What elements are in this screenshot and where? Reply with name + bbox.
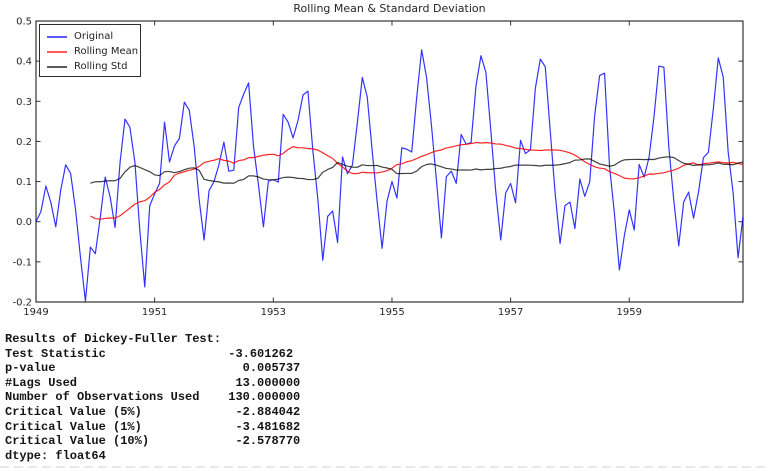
y-axis-tick-label: 0.4 bbox=[16, 57, 32, 68]
rolling-stats-chart: 1949 1951 1953 1955 1957 1959 -0.2 -0.1 0.0 0.1 0.… bbox=[12, 17, 744, 318]
y-axis-tick-label: 0.3 bbox=[16, 97, 32, 108]
original-line-swatch bbox=[47, 35, 67, 38]
x-axis-tick-label: 1949 bbox=[23, 307, 48, 318]
x-axis-tick-label: 1951 bbox=[142, 307, 167, 318]
chart-title: Rolling Mean & Standard Deviation bbox=[293, 2, 486, 15]
legend-item-original: Original bbox=[40, 29, 140, 44]
legend-item-rolling-mean: Rolling Mean bbox=[40, 44, 140, 59]
rolling-mean-line-swatch bbox=[47, 50, 67, 53]
plot-frame bbox=[35, 20, 744, 303]
y-axis-tick-label: -0.1 bbox=[12, 257, 32, 268]
legend-label-original: Original bbox=[74, 31, 114, 42]
x-axis-tick-label: 1953 bbox=[261, 307, 286, 318]
legend-item-rolling-std: Rolling Std bbox=[40, 59, 140, 74]
legend-label-rolling-mean: Rolling Mean bbox=[74, 46, 139, 57]
rolling-std-line-swatch bbox=[47, 65, 67, 68]
rolling-std-line bbox=[90, 156, 744, 184]
y-axis-tick-label: 0.1 bbox=[16, 177, 32, 188]
y-axis-tick-label: 0.0 bbox=[16, 217, 32, 228]
x-axis-tick-label: 1959 bbox=[617, 307, 642, 318]
y-axis-tick-label: 0.2 bbox=[16, 137, 32, 148]
original-line bbox=[35, 49, 744, 302]
dickey-fuller-output: Results of Dickey-Fuller Test: Test Stat… bbox=[5, 332, 301, 463]
y-axis-tick-label: -0.2 bbox=[12, 298, 32, 309]
x-axis-tick-label: 1955 bbox=[379, 307, 404, 318]
y-axis-tick-label: 0.5 bbox=[16, 17, 32, 28]
legend: Original Rolling Mean Rolling Std bbox=[39, 24, 141, 77]
legend-label-rolling-std: Rolling Std bbox=[74, 61, 128, 72]
rolling-mean-line bbox=[90, 141, 744, 220]
x-axis-tick-label: 1957 bbox=[498, 307, 523, 318]
selection-dashes bbox=[0, 466, 768, 468]
